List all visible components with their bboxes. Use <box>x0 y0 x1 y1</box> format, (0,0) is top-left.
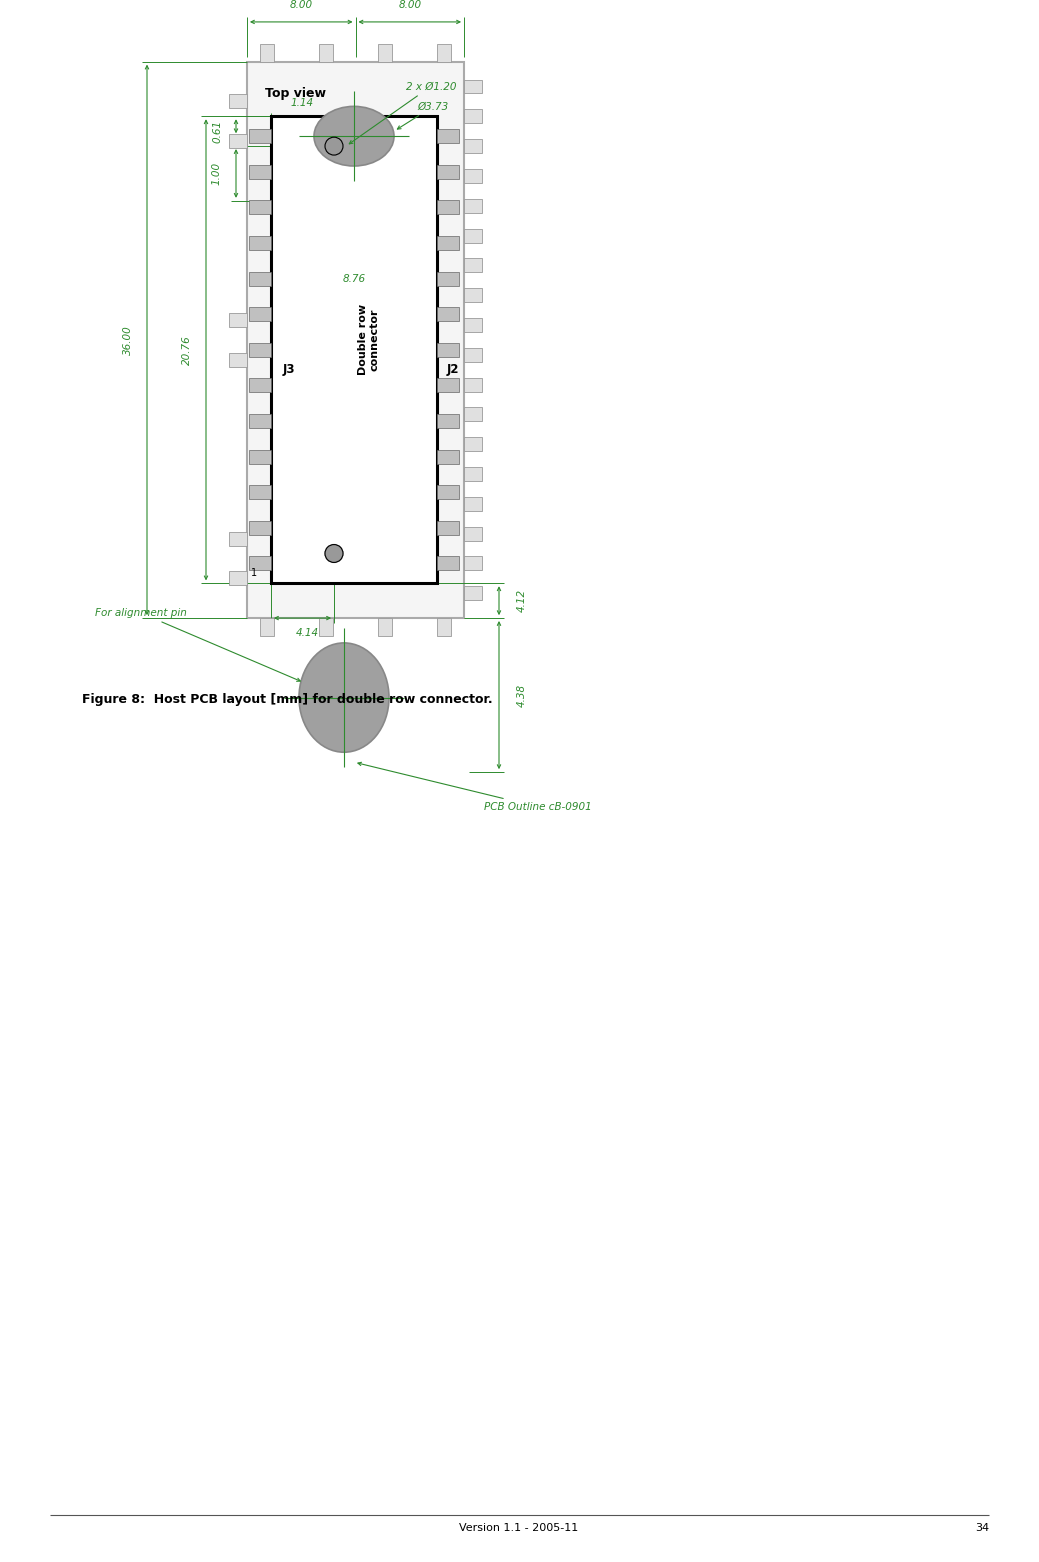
Text: 36.00: 36.00 <box>123 325 133 355</box>
Bar <box>464 139 482 153</box>
Bar <box>464 556 482 570</box>
Bar <box>249 272 271 286</box>
Bar <box>437 342 459 356</box>
Bar <box>249 130 271 144</box>
Bar <box>437 44 451 61</box>
Bar <box>249 308 271 322</box>
Bar <box>229 572 247 586</box>
Text: 8.00: 8.00 <box>398 0 421 9</box>
Bar <box>249 236 271 250</box>
Bar <box>464 228 482 242</box>
Bar <box>249 450 271 464</box>
Bar <box>464 319 482 333</box>
Bar <box>437 200 459 214</box>
Bar <box>247 61 464 619</box>
Bar <box>464 80 482 94</box>
Text: 4.12: 4.12 <box>517 589 527 612</box>
Bar <box>260 619 274 636</box>
Text: Double row
connector: Double row connector <box>358 305 380 375</box>
Bar <box>229 312 247 326</box>
Bar <box>437 378 459 392</box>
Bar <box>249 200 271 214</box>
Bar <box>437 166 459 178</box>
Bar <box>229 353 247 367</box>
Text: Ø3.73: Ø3.73 <box>397 102 449 130</box>
Bar <box>464 526 482 540</box>
Bar <box>464 169 482 183</box>
Bar <box>249 378 271 392</box>
Bar <box>464 467 482 481</box>
Bar <box>229 531 247 545</box>
Bar <box>378 619 392 636</box>
Text: 34: 34 <box>975 1523 989 1534</box>
Text: J2: J2 <box>447 364 459 376</box>
Text: 1.00: 1.00 <box>212 162 222 184</box>
Text: 8.00: 8.00 <box>290 0 313 9</box>
Bar <box>437 619 451 636</box>
Text: PCB Outline cB-0901: PCB Outline cB-0901 <box>357 762 592 812</box>
Text: 4.14: 4.14 <box>296 628 319 637</box>
Bar <box>437 486 459 500</box>
Bar <box>464 378 482 392</box>
Bar <box>249 556 271 570</box>
Bar <box>437 236 459 250</box>
Bar <box>437 308 459 322</box>
Bar <box>249 342 271 356</box>
Bar <box>464 437 482 451</box>
Bar <box>437 520 459 534</box>
Text: 8.76: 8.76 <box>343 275 366 284</box>
Bar <box>319 44 334 61</box>
Text: 1: 1 <box>251 569 257 578</box>
Ellipse shape <box>299 644 389 753</box>
Bar <box>249 520 271 534</box>
Bar <box>464 348 482 362</box>
Text: 20.76: 20.76 <box>182 334 192 364</box>
Bar <box>249 414 271 428</box>
Text: 1.14: 1.14 <box>291 98 314 108</box>
Bar <box>464 109 482 123</box>
Circle shape <box>325 545 343 562</box>
Bar <box>437 450 459 464</box>
Bar <box>271 116 437 583</box>
Bar <box>378 44 392 61</box>
Circle shape <box>325 137 343 155</box>
Text: 0.61: 0.61 <box>212 120 222 142</box>
Bar <box>249 486 271 500</box>
Bar <box>260 44 274 61</box>
Bar <box>437 556 459 570</box>
Bar <box>249 166 271 178</box>
Text: Top view: Top view <box>265 86 326 100</box>
Bar <box>229 134 247 148</box>
Bar <box>464 289 482 301</box>
Text: Version 1.1 - 2005-11: Version 1.1 - 2005-11 <box>459 1523 579 1534</box>
Bar <box>229 94 247 108</box>
Bar <box>464 497 482 511</box>
Bar <box>464 258 482 272</box>
Bar <box>464 198 482 212</box>
Bar <box>464 586 482 600</box>
Text: J3: J3 <box>283 364 295 376</box>
Bar <box>437 272 459 286</box>
Text: 4.38: 4.38 <box>517 684 527 706</box>
Bar <box>437 414 459 428</box>
Ellipse shape <box>314 106 394 166</box>
Bar <box>319 619 334 636</box>
Text: Figure 8:  Host PCB layout [mm] for double row connector.: Figure 8: Host PCB layout [mm] for doubl… <box>82 692 492 706</box>
Bar <box>464 408 482 422</box>
Bar <box>437 130 459 144</box>
Text: For alignment pin: For alignment pin <box>96 608 300 681</box>
Text: 2 x Ø1.20: 2 x Ø1.20 <box>349 81 456 144</box>
